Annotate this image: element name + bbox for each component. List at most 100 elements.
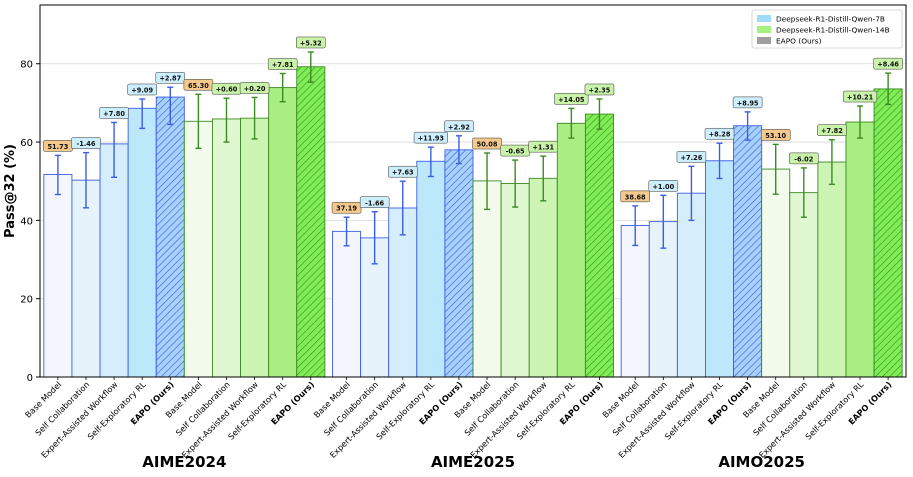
delta-badge-aime2024-7b-4	[155, 71, 186, 84]
bar-aime2024-7b-0	[43, 173, 73, 378]
delta-badge-aimo2025-14b-3	[842, 90, 878, 103]
delta-label-aimo2025-7b-1: +1.00	[652, 183, 674, 191]
y-tick-label: 0	[27, 373, 33, 384]
bar-aime2024-7b-2	[99, 143, 129, 378]
delta-badge-aime2025-7b-1	[359, 196, 390, 209]
bar-aimo2025-14b-1	[789, 192, 819, 378]
bar-aime2024-7b-1	[71, 179, 101, 378]
delta-badge-aimo2025-14b-2	[817, 124, 847, 136]
bar-aime2025-14b-3	[556, 122, 586, 378]
y-tick-label: 40	[20, 216, 33, 227]
delta-label-aime2025-14b-0: 50.08	[477, 141, 498, 149]
group-label-aime2025: AIME2025	[431, 453, 515, 471]
bar-aimo2025-14b-0	[761, 168, 791, 378]
delta-badge-aime2024-7b-2	[99, 107, 129, 119]
bar-aime2025-14b-0	[472, 180, 502, 378]
bar-aime2025-7b-0	[332, 230, 362, 378]
delta-badge-aime2025-14b-0	[472, 137, 502, 150]
legend-swatch-2	[757, 37, 771, 44]
bar-aimo2025-14b-2	[817, 161, 847, 378]
bar-aime2025-7b-3	[416, 160, 446, 378]
delta-label-aimo2025-7b-0: 38.68	[625, 193, 646, 201]
delta-label-aimo2025-14b-4: +8.46	[877, 61, 899, 69]
delta-badge-aimo2025-7b-4	[732, 96, 763, 109]
bar-aime2024-14b-0	[183, 120, 213, 378]
delta-badge-aimo2025-7b-0	[620, 190, 650, 203]
delta-badge-aime2025-14b-2	[528, 140, 558, 153]
delta-label-aime2025-14b-1: -0.65	[506, 148, 525, 156]
delta-badge-aime2024-14b-4	[296, 36, 326, 49]
delta-badge-aimo2025-14b-1	[789, 152, 819, 165]
y-tick-label: 20	[20, 295, 33, 306]
y-tick-label: 60	[20, 138, 33, 149]
delta-label-aimo2025-7b-2: +7.26	[681, 154, 703, 162]
bar-aimo2025-14b-4	[873, 88, 903, 378]
delta-label-aime2024-14b-3: +7.81	[272, 61, 294, 69]
delta-label-aimo2025-14b-1: -6.02	[794, 155, 813, 163]
delta-badge-aime2024-7b-3	[127, 83, 157, 96]
bar-aime2025-14b-4	[584, 113, 614, 378]
delta-label-aime2024-14b-4: +5.32	[300, 39, 322, 47]
delta-label-aime2025-7b-2: +7.63	[392, 169, 414, 177]
bar-aimo2025-7b-0	[620, 225, 650, 378]
delta-label-aime2025-14b-4: +2.35	[589, 86, 611, 94]
bar-aime2024-7b-4	[155, 96, 185, 378]
bar-aime2025-14b-2	[528, 177, 558, 378]
delta-label-aime2025-7b-3: +11.93	[418, 135, 445, 143]
bar-aimo2025-7b-3	[705, 160, 735, 378]
delta-label-aime2024-7b-2: +7.80	[103, 110, 125, 118]
delta-badge-aime2025-14b-4	[584, 83, 615, 96]
delta-label-aimo2025-14b-0: 53.10	[765, 132, 786, 140]
delta-badge-aime2025-14b-3	[554, 93, 589, 105]
delta-badge-aime2024-14b-2	[239, 82, 270, 94]
delta-label-aime2024-7b-0: 51.73	[47, 143, 68, 151]
group-label-aime2024: AIME2024	[142, 453, 226, 471]
legend-box	[751, 9, 903, 49]
delta-badge-aime2025-7b-4	[444, 120, 474, 133]
delta-badge-aimo2025-7b-1	[648, 180, 679, 192]
delta-badge-aimo2025-14b-4	[873, 57, 903, 70]
delta-badge-aime2024-7b-1	[71, 137, 101, 149]
delta-label-aime2025-14b-3: +14.05	[558, 96, 585, 104]
delta-label-aime2024-7b-4: +2.87	[159, 75, 181, 83]
delta-badge-aimo2025-7b-3	[704, 127, 735, 140]
bar-aime2024-7b-3	[127, 107, 157, 378]
delta-badge-aime2025-7b-2	[388, 165, 418, 178]
group-label-aimo2025: AIMO2025	[718, 453, 805, 471]
legend-swatch-1	[757, 26, 771, 33]
bar-aimo2025-7b-4	[733, 125, 763, 378]
delta-label-aime2024-14b-2: +0.20	[244, 85, 266, 93]
delta-label-aimo2025-14b-2: +7.82	[821, 127, 843, 135]
delta-badge-aime2025-7b-3	[413, 131, 448, 144]
bar-aime2024-14b-1	[211, 118, 241, 378]
y-tick-label: 80	[20, 60, 33, 71]
bar-aime2025-14b-1	[500, 182, 530, 378]
delta-label-aime2025-14b-2: +1.31	[532, 144, 554, 152]
delta-label-aimo2025-14b-3: +10.21	[847, 94, 874, 102]
legend-label-0: Deepseek-R1-Distill-Qwen-7B	[776, 15, 885, 24]
legend-label-2: EAPO (Ours)	[776, 37, 822, 46]
delta-badge-aimo2025-14b-0	[760, 129, 791, 141]
delta-label-aime2024-14b-0: 65.30	[188, 82, 209, 90]
delta-badge-aime2024-14b-3	[267, 58, 298, 70]
bar-aime2025-7b-4	[444, 149, 474, 378]
delta-label-aime2025-7b-0: 37.19	[336, 205, 357, 213]
delta-label-aime2025-7b-4: +2.92	[448, 123, 470, 131]
delta-badge-aimo2025-7b-2	[676, 151, 707, 163]
bar-aime2024-14b-2	[240, 117, 270, 378]
delta-label-aime2024-14b-1: +0.60	[216, 86, 238, 94]
legend-swatch-0	[757, 15, 771, 22]
delta-label-aimo2025-7b-4: +8.95	[737, 99, 759, 107]
plot-frame	[39, 4, 907, 378]
delta-label-aime2025-7b-1: -1.66	[365, 199, 384, 207]
delta-label-aimo2025-7b-3: +8.28	[709, 131, 731, 139]
delta-label-aime2024-7b-3: +9.09	[131, 86, 153, 94]
bar-aimo2025-14b-3	[845, 121, 875, 378]
delta-label-aime2024-7b-1: -1.46	[76, 140, 95, 148]
bar-aime2024-14b-3	[268, 87, 298, 378]
bar-aime2024-14b-4	[296, 66, 326, 378]
legend-label-1: Deepseek-R1-Distill-Qwen-14B	[776, 26, 890, 35]
y-axis-label: Pass@32 (%)	[3, 144, 18, 238]
